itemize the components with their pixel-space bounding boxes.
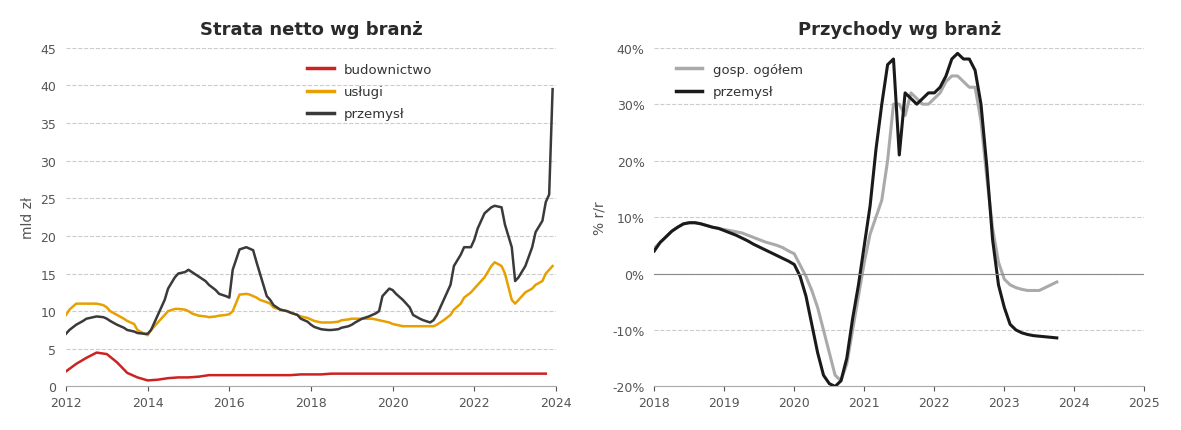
Title: Strata netto wg branż: Strata netto wg branż xyxy=(200,21,423,39)
Title: Przychody wg branż: Przychody wg branż xyxy=(797,21,1001,39)
Y-axis label: mld zł: mld zł xyxy=(21,197,34,239)
Legend: gosp. ogółem, przemysł: gosp. ogółem, przemysł xyxy=(671,58,808,104)
Legend: budownictwo, usługi, przemysł: budownictwo, usługi, przemysł xyxy=(302,58,438,126)
Y-axis label: % r/r: % r/r xyxy=(593,201,607,234)
